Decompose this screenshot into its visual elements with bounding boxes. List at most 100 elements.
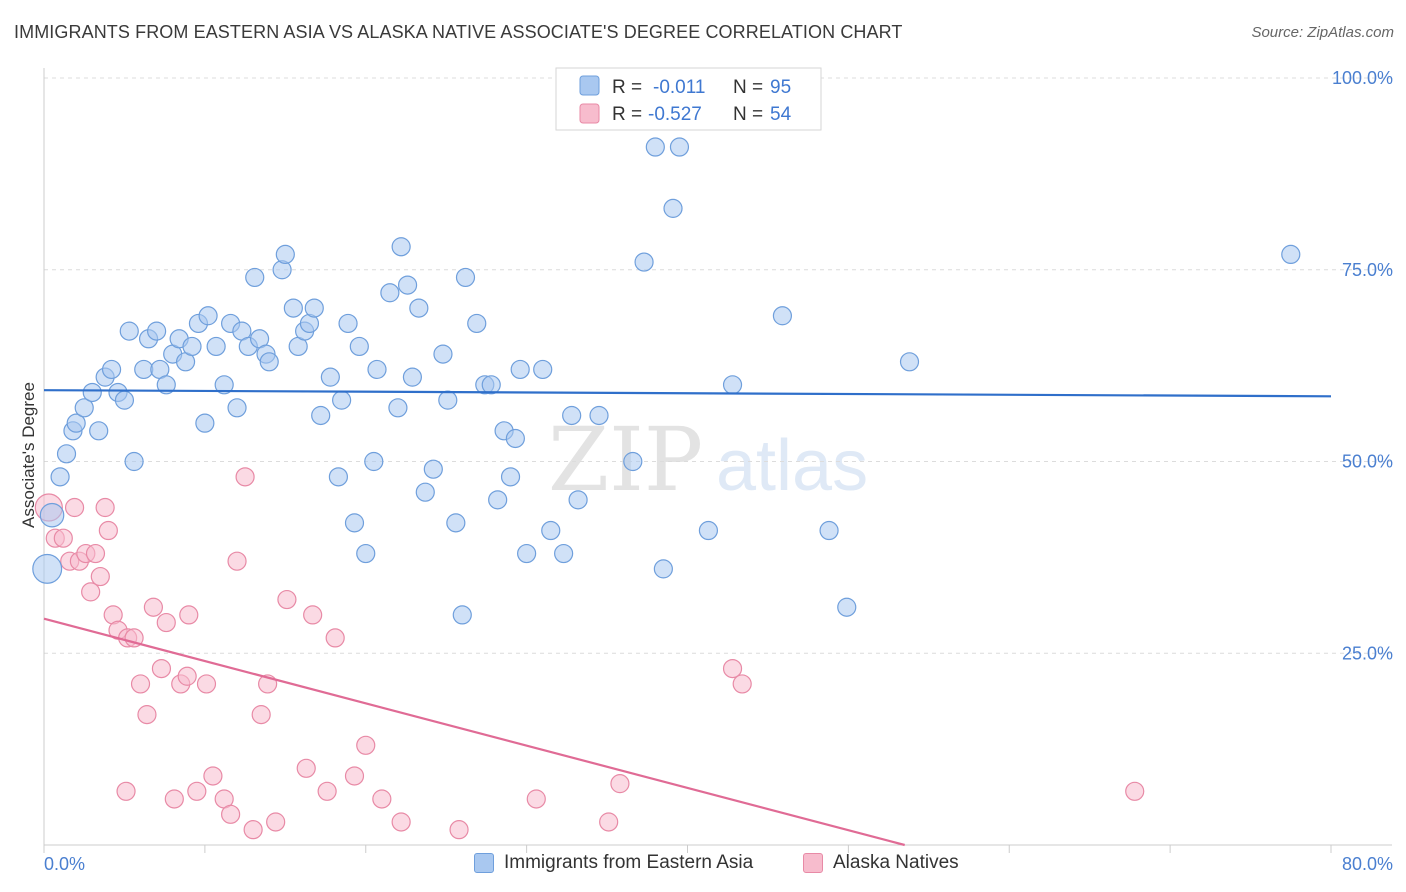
point-eastern-asia (304, 298, 324, 318)
point-eastern-asia (283, 298, 303, 318)
point-alaska-natives (64, 497, 85, 518)
points-layer (32, 137, 1301, 840)
point-eastern-asia (438, 390, 458, 410)
y-tick-label: 50.0% (1342, 452, 1393, 472)
point-eastern-asia (32, 553, 63, 584)
point-alaska-natives (98, 520, 118, 541)
point-alaska-natives (372, 789, 392, 809)
point-eastern-asia (82, 382, 102, 403)
point-eastern-asia (356, 543, 376, 564)
point-eastern-asia (455, 267, 476, 288)
point-eastern-asia (332, 390, 352, 410)
point-eastern-asia (119, 321, 139, 341)
point-eastern-asia (344, 513, 365, 533)
point-eastern-asia (245, 267, 265, 288)
point-eastern-asia (214, 375, 234, 395)
watermark-atlas: atlas (716, 426, 868, 506)
legend-r-label: R = (612, 104, 642, 125)
point-eastern-asia (663, 198, 683, 218)
point-eastern-asia (182, 336, 202, 357)
point-alaska-natives (599, 812, 619, 832)
point-alaska-natives (187, 781, 207, 801)
point-eastern-asia (541, 520, 561, 541)
point-alaska-natives (130, 674, 151, 694)
point-alaska-natives (243, 820, 263, 840)
point-eastern-asia (74, 398, 94, 418)
point-eastern-asia (195, 413, 215, 433)
point-alaska-natives (81, 582, 101, 602)
point-alaska-natives (344, 766, 365, 786)
point-eastern-asia (568, 490, 588, 510)
stats-legend: R = -0.011 N = 95 R = -0.527 N = 54 (555, 67, 822, 131)
point-eastern-asia (433, 344, 453, 364)
x-tick-label: 0.0% (44, 854, 85, 874)
legend-swatch-pink (579, 103, 600, 124)
legend-item-eastern-asia: Immigrants from Eastern Asia (474, 852, 753, 874)
y-tick-label: 25.0% (1342, 643, 1393, 663)
trend-line-eastern-asia (43, 389, 1332, 398)
point-eastern-asia (338, 313, 358, 334)
point-eastern-asia (500, 467, 521, 487)
trend-lines (43, 389, 1332, 847)
legend-n-label: N = (733, 104, 763, 125)
point-eastern-asia (488, 490, 508, 510)
point-alaska-natives (296, 758, 316, 778)
legend-r-value: -0.011 (653, 77, 705, 98)
point-alaska-natives (266, 812, 286, 832)
point-eastern-asia (899, 352, 920, 372)
point-eastern-asia (50, 467, 70, 487)
point-eastern-asia (391, 237, 411, 257)
point-eastern-asia (481, 375, 501, 395)
legend-swatch-blue (579, 75, 600, 96)
point-eastern-asia (89, 421, 109, 441)
y-tick-label: 100.0% (1332, 68, 1393, 88)
grid-lines (44, 77, 1392, 654)
trend-line-alaska-natives (43, 617, 905, 847)
point-eastern-asia (409, 298, 429, 318)
point-eastern-asia (722, 375, 743, 395)
point-eastern-asia (275, 244, 295, 265)
point-eastern-asia (367, 359, 387, 380)
point-alaska-natives (391, 812, 411, 832)
point-eastern-asia (623, 451, 643, 472)
point-alaska-natives (221, 804, 241, 824)
point-eastern-asia (198, 306, 218, 326)
point-eastern-asia (452, 605, 472, 625)
point-eastern-asia (772, 306, 793, 326)
point-eastern-asia (589, 405, 609, 426)
point-eastern-asia (645, 137, 665, 157)
tick-labels: 25.0% 50.0% 75.0% 100.0% 0.0% 80.0% (44, 68, 1393, 874)
point-eastern-asia (669, 137, 690, 157)
point-eastern-asia (56, 444, 77, 464)
point-eastern-asia (397, 275, 418, 295)
point-alaska-natives (1125, 781, 1145, 801)
point-eastern-asia (206, 336, 226, 357)
point-alaska-natives (732, 674, 752, 694)
point-eastern-asia (402, 367, 423, 387)
point-eastern-asia (467, 313, 487, 334)
point-eastern-asia (134, 359, 154, 380)
series-legend: Immigrants from Eastern Asia Alaska Nati… (0, 852, 1406, 878)
point-alaska-natives (179, 605, 199, 625)
point-eastern-asia (653, 559, 673, 579)
point-eastern-asia (423, 459, 443, 479)
point-alaska-natives (151, 658, 172, 679)
point-eastern-asia (39, 502, 65, 528)
legend-n-value: 54 (770, 104, 792, 125)
source-credit: Source: ZipAtlas.com (1251, 24, 1394, 41)
point-alaska-natives (203, 766, 223, 786)
point-alaska-natives (164, 789, 184, 809)
point-eastern-asia (634, 252, 654, 272)
point-alaska-natives (137, 705, 157, 725)
point-eastern-asia (446, 513, 466, 533)
point-alaska-natives (325, 628, 345, 648)
point-alaska-natives (143, 597, 163, 617)
point-eastern-asia (1281, 244, 1301, 265)
point-alaska-natives (156, 612, 176, 633)
point-eastern-asia (380, 283, 400, 303)
point-eastern-asia (328, 467, 349, 487)
point-eastern-asia (101, 359, 122, 380)
point-eastern-asia (819, 520, 839, 541)
point-alaska-natives (196, 674, 217, 694)
